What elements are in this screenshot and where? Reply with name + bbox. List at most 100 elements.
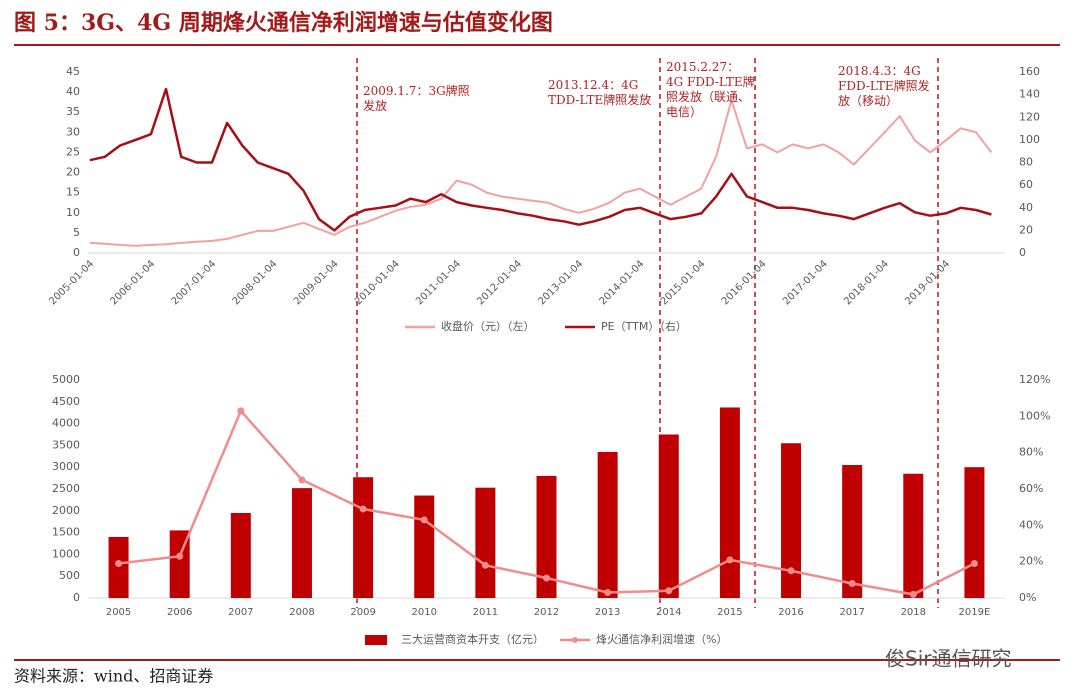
x-tick-label: 2013-01-04 (536, 258, 585, 307)
bar (230, 512, 251, 598)
x-tick-label: 2009-01-04 (292, 258, 341, 307)
x-tick-label: 2017 (839, 607, 864, 618)
watermark: 俊Sir通信研究 (885, 647, 1011, 671)
y2-tick-label: 80% (1019, 446, 1043, 459)
line-marker (787, 567, 795, 575)
annotation: 2013.12.4：4G TDD-LTE牌照发放 (548, 78, 652, 107)
x-tick-label: 2005 (106, 607, 131, 618)
line-marker (176, 552, 184, 560)
y2-tick-label: 40 (1019, 201, 1033, 214)
x-tick-label: 2017-01-04 (781, 258, 830, 307)
y2-tick-label: 100 (1019, 133, 1040, 146)
y-tick-label: 45 (66, 65, 80, 78)
bar (719, 407, 740, 598)
y2-tick-label: 60% (1019, 482, 1043, 495)
bar (414, 495, 435, 598)
line-marker (481, 561, 489, 569)
bar (108, 536, 129, 598)
line-marker (543, 574, 550, 582)
bar (781, 443, 802, 598)
line-marker (237, 407, 245, 415)
bar (903, 473, 924, 598)
legend-label: 三大运营商资本开支（亿元） (401, 632, 544, 646)
y2-tick-label: 120% (1019, 373, 1050, 386)
y2-tick-label: 40% (1019, 518, 1043, 531)
y-tick-label: 500 (59, 569, 80, 582)
y2-tick-label: 160 (1019, 65, 1040, 78)
y-tick-label: 4500 (52, 395, 80, 408)
x-tick-label: 2018-01-04 (842, 258, 891, 307)
y-tick-label: 4000 (52, 417, 80, 430)
page-title: 图 5：3G、4G 周期烽火通信净利润增速与估值变化图 (14, 10, 553, 36)
bar (291, 488, 312, 598)
series-line (89, 87, 992, 232)
line-marker (604, 589, 612, 597)
y-tick-label: 25 (66, 145, 80, 158)
legend-marker (572, 637, 578, 643)
x-tick-label: 2015-01-04 (659, 258, 708, 307)
y2-tick-label: 20% (1019, 555, 1043, 568)
legend-label: 收盘价（元）（左） (441, 319, 535, 333)
x-tick-label: 2015 (717, 607, 742, 618)
line-marker (665, 587, 673, 595)
line-marker (359, 505, 367, 513)
x-tick-label: 2010-01-04 (353, 258, 402, 307)
y-tick-label: 3500 (52, 438, 80, 451)
bar (475, 487, 496, 598)
y2-tick-label: 140 (1019, 88, 1040, 101)
x-tick-label: 2014-01-04 (598, 258, 647, 307)
x-tick-label: 2012-01-04 (475, 258, 524, 307)
x-tick-label: 2018 (901, 607, 926, 618)
line-marker (970, 559, 978, 567)
line-marker (420, 516, 428, 524)
y-tick-label: 2500 (52, 482, 80, 495)
line-marker (848, 579, 856, 587)
bar (353, 477, 374, 598)
y2-tick-label: 120 (1019, 110, 1040, 123)
line-marker (115, 559, 123, 567)
bar (658, 434, 679, 598)
bar (536, 475, 557, 598)
annotation: 2009.1.7：3G牌照发放 (363, 84, 470, 113)
x-tick-label: 2006 (167, 607, 192, 618)
y-tick-label: 0 (73, 591, 80, 604)
legend-swatch (365, 635, 387, 645)
y-tick-label: 2000 (52, 504, 80, 517)
y-tick-label: 40 (66, 85, 80, 98)
x-tick-label: 2019-01-04 (903, 258, 952, 307)
annotation: 2015.2.27：4G FDD-LTE牌照发放（联通、电信） (666, 60, 755, 119)
y-tick-label: 35 (66, 105, 80, 118)
x-tick-label: 2013 (595, 607, 620, 618)
y-tick-label: 30 (66, 125, 80, 138)
y-tick-label: 10 (66, 206, 80, 219)
line-marker (726, 556, 734, 564)
y2-tick-label: 100% (1019, 409, 1050, 422)
y2-tick-label: 0 (1019, 246, 1026, 259)
x-tick-label: 2016 (778, 607, 803, 618)
series-line (89, 99, 993, 247)
y2-tick-label: 80 (1019, 156, 1033, 169)
milestone-lines (356, 58, 939, 608)
x-tick-label: 2008-01-04 (231, 258, 280, 307)
x-tick-label: 2014 (656, 607, 681, 618)
source: 资料来源：wind、招商证券 (14, 667, 213, 686)
line-marker (909, 590, 917, 598)
x-tick-label: 2005-01-04 (47, 258, 96, 307)
x-tick-label: 2007-01-04 (170, 258, 219, 307)
x-tick-label: 2010 (412, 607, 437, 618)
y2-tick-label: 60 (1019, 178, 1033, 191)
bar (842, 465, 863, 598)
bar (597, 451, 618, 598)
y-tick-label: 5000 (52, 373, 80, 386)
y-tick-label: 20 (66, 166, 80, 179)
x-tick-label: 2019E (959, 607, 991, 618)
line-marker (298, 476, 306, 484)
x-tick-label: 2012 (534, 607, 559, 618)
y-tick-label: 15 (66, 186, 80, 199)
y-tick-label: 5 (73, 226, 80, 239)
x-tick-label: 2016-01-04 (720, 258, 769, 307)
y-tick-label: 3000 (52, 460, 80, 473)
y-tick-label: 0 (73, 246, 80, 259)
